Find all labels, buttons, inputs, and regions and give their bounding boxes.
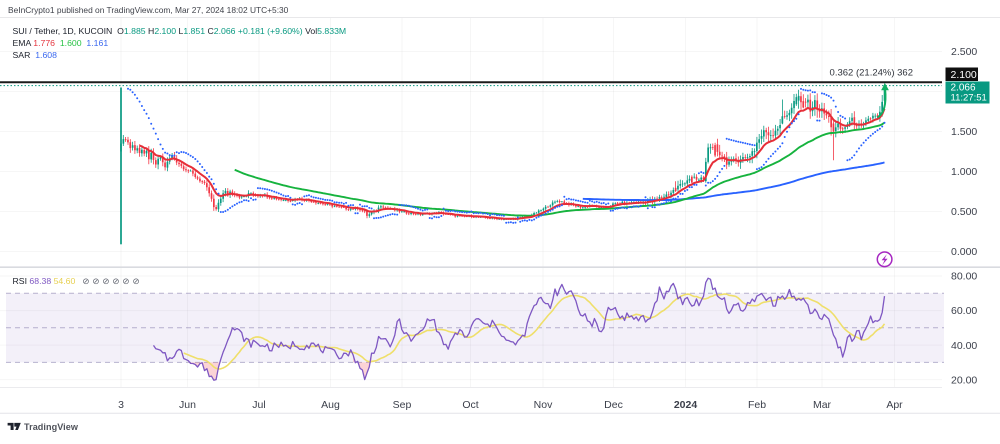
svg-text:0.362 (21.24%) 362: 0.362 (21.24%) 362 (830, 68, 913, 79)
svg-text:Jun: Jun (179, 399, 196, 411)
svg-text:Oct: Oct (462, 399, 478, 411)
svg-text:Nov: Nov (534, 399, 553, 411)
svg-text:Dec: Dec (604, 399, 623, 411)
svg-text:Mar: Mar (813, 399, 832, 411)
svg-text:0.000: 0.000 (951, 246, 977, 258)
svg-text:3: 3 (118, 399, 124, 411)
svg-text:11:27:51: 11:27:51 (951, 93, 987, 104)
svg-text:0.500: 0.500 (951, 206, 977, 218)
svg-text:20.00: 20.00 (951, 374, 977, 386)
svg-text:2.100: 2.100 (951, 69, 977, 81)
svg-text:2.066: 2.066 (951, 83, 976, 94)
svg-text:1.000: 1.000 (951, 166, 977, 178)
svg-text:Apr: Apr (886, 399, 903, 411)
svg-text:Jul: Jul (252, 399, 265, 411)
svg-text:40.00: 40.00 (951, 340, 977, 352)
svg-text:2024: 2024 (674, 399, 698, 411)
svg-text:Aug: Aug (321, 399, 340, 411)
svg-text:Feb: Feb (748, 399, 766, 411)
svg-text:2.500: 2.500 (951, 46, 977, 58)
svg-text:80.00: 80.00 (951, 271, 977, 283)
svg-text:Sep: Sep (393, 399, 412, 411)
svg-text:60.00: 60.00 (951, 305, 977, 317)
svg-text:1.500: 1.500 (951, 126, 977, 138)
svg-text:TradingView: TradingView (24, 422, 79, 432)
